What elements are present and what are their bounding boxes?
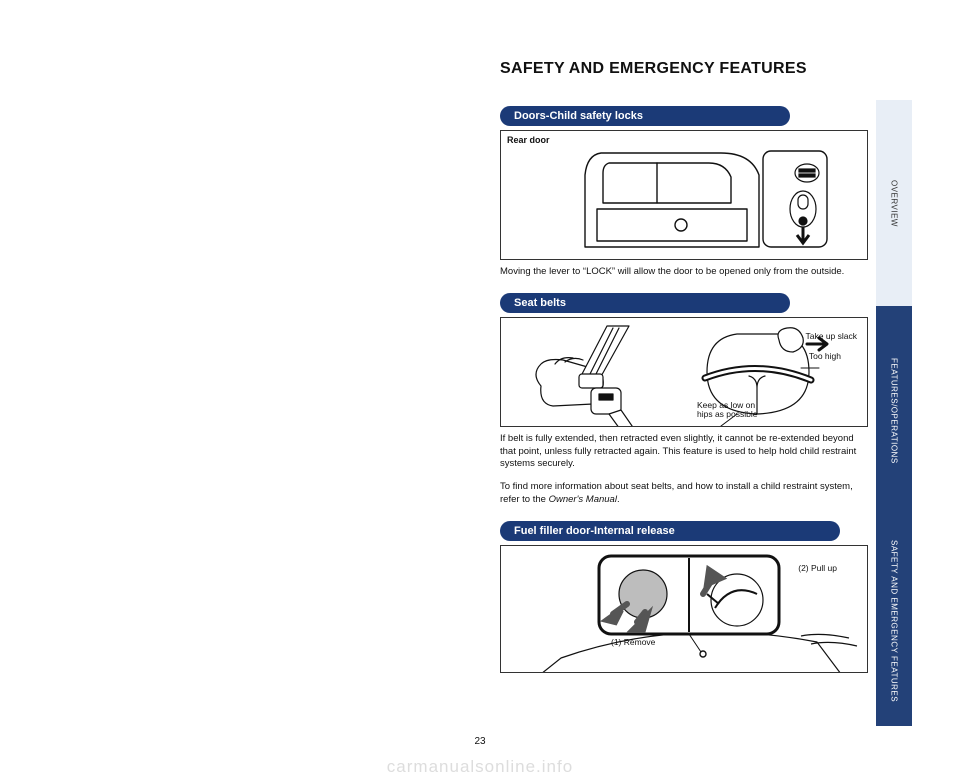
page-title: SAFETY AND EMERGENCY FEATURES [500,60,870,78]
section-seat-belts: Seat belts [500,293,870,507]
page-number: 23 [0,736,960,747]
figure-seat-belts: Take up slack Too high Keep as low on hi… [500,317,868,427]
tab-safety[interactable]: SAFETY AND EMERGENCY FEATURES [876,516,912,726]
tab-features[interactable]: FEATURES/OPERATIONS [876,306,912,516]
caption-child-locks: Moving the lever to “LOCK” will allow th… [500,266,868,279]
annot-keep-low-line2: hips as possible [697,409,757,419]
tab-overview-label: OVERVIEW [890,180,899,227]
figure-child-locks: Rear door [500,130,868,260]
page-content: SAFETY AND EMERGENCY FEATURES Doors-Chil… [500,60,870,687]
header-label: Fuel filler door-Internal release [514,521,675,541]
annot-too-high: Too high [809,352,841,361]
header-label: Seat belts [514,293,566,313]
annot-keep-low: Keep as low on hips as possible [697,401,757,420]
caption-seat-belts-2: To find more information about seat belt… [500,481,868,507]
section-header-child-locks: Doors-Child safety locks [500,106,800,126]
caption-2c: . [617,494,620,505]
manual-page: OVERVIEW FEATURES/OPERATIONS SAFETY AND … [0,0,960,783]
side-tabs: OVERVIEW FEATURES/OPERATIONS SAFETY AND … [876,100,912,726]
caption-seat-belts-1: If belt is fully extended, then retracte… [500,433,868,471]
section-header-fuel-filler: Fuel filler door-Internal release [500,521,850,541]
caption-2b: Owner's Manual [549,494,617,505]
tab-overview[interactable]: OVERVIEW [876,100,912,306]
header-bar-end [770,106,790,126]
header-bar-end [770,293,790,313]
annot-pull-up: (2) Pull up [798,564,837,573]
header-bar-end [820,521,840,541]
child-lock-illustration [501,131,868,260]
figure-fuel-filler: (2) Pull up (1) Remove [500,545,868,673]
annot-remove: (1) Remove [611,638,655,647]
rear-door-label: Rear door [507,135,550,145]
annot-take-up-slack: Take up slack [806,332,858,341]
tab-features-label: FEATURES/OPERATIONS [890,358,899,464]
section-header-seat-belts: Seat belts [500,293,800,313]
watermark: carmanualsonline.info [0,757,960,777]
section-fuel-filler: Fuel filler door-Internal release [500,521,870,673]
header-label: Doors-Child safety locks [514,106,643,126]
section-child-locks: Doors-Child safety locks Rear door [500,106,870,279]
tab-safety-label: SAFETY AND EMERGENCY FEATURES [890,540,899,702]
